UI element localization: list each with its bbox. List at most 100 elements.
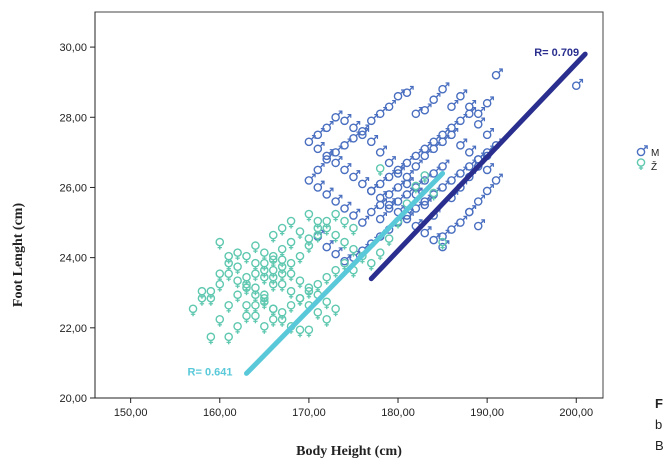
- legend: MŽ: [636, 145, 659, 173]
- female-point: [188, 304, 198, 317]
- male-point: [366, 184, 379, 196]
- male-point: [340, 201, 352, 213]
- male-point: [491, 68, 503, 80]
- male-point: [349, 120, 361, 133]
- female-point: [286, 300, 296, 313]
- x-tick-label: 190,00: [470, 407, 504, 419]
- female-point: [251, 258, 260, 271]
- male-point: [340, 113, 352, 126]
- male-point: [411, 106, 423, 119]
- female-point: [224, 258, 233, 271]
- female-point: [197, 286, 207, 299]
- fit-lines: R= 0.709 R= 0.641: [188, 47, 588, 378]
- male-point: [447, 222, 459, 234]
- female-point: [331, 230, 340, 243]
- male-point: [438, 128, 450, 140]
- female-point: [322, 297, 332, 310]
- male-point: [447, 99, 459, 112]
- female-point: [286, 237, 296, 250]
- female-point: [277, 255, 287, 268]
- female-point: [215, 314, 225, 327]
- female-point: [224, 300, 233, 313]
- female-point: [349, 244, 358, 257]
- caption-line-2: b: [655, 417, 663, 432]
- male-point: [322, 187, 334, 199]
- y-tick-label: 30,00: [59, 42, 87, 54]
- female-point: [233, 248, 242, 261]
- female-point: [260, 272, 269, 285]
- female-point: [331, 209, 340, 222]
- female-point: [331, 304, 340, 317]
- x-tick-label: 200,00: [559, 407, 593, 419]
- female-point: [313, 279, 323, 292]
- female-point: [295, 251, 305, 264]
- male-point: [456, 89, 468, 101]
- legend-female-icon: [636, 158, 646, 170]
- male-point: [420, 142, 432, 154]
- x-axis-label: Body Height (cm): [296, 444, 402, 459]
- fit-line-female: [244, 170, 446, 376]
- female-point: [224, 332, 233, 345]
- male-point: [331, 156, 343, 168]
- male-point: [304, 173, 316, 185]
- male-point: [331, 194, 343, 206]
- female-point: [322, 272, 332, 285]
- female-point: [375, 248, 385, 261]
- female-point: [242, 279, 251, 292]
- male-point: [340, 138, 352, 150]
- male-point: [375, 145, 387, 157]
- female-point: [304, 234, 314, 247]
- male-point: [491, 173, 503, 185]
- male-point: [465, 145, 477, 157]
- female-point: [304, 209, 314, 222]
- x-tick-label: 150,00: [114, 407, 148, 419]
- male-point: [473, 106, 486, 119]
- male-point: [473, 219, 486, 231]
- female-point: [322, 314, 332, 327]
- x-tick-label: 160,00: [203, 407, 237, 419]
- male-point: [571, 78, 584, 90]
- male-point: [482, 184, 494, 196]
- male-point: [366, 135, 379, 147]
- male-point: [358, 177, 370, 189]
- female-point: [304, 286, 314, 299]
- male-point: [393, 89, 405, 101]
- female-point: [375, 164, 385, 176]
- female-point: [233, 290, 242, 303]
- caption-line-3: B: [655, 438, 664, 453]
- female-point: [251, 311, 260, 324]
- male-point: [482, 128, 494, 140]
- fit-label-female: R= 0.641: [188, 366, 233, 378]
- male-point: [331, 110, 343, 122]
- legend-label: M: [651, 148, 659, 159]
- female-point: [295, 227, 305, 240]
- legend-male-icon: [636, 145, 648, 157]
- female-point: [277, 307, 287, 320]
- male-point: [366, 113, 379, 126]
- male-point: [411, 149, 423, 161]
- male-point: [349, 208, 361, 220]
- female-point: [340, 216, 349, 229]
- male-point: [331, 247, 343, 259]
- female-point: [366, 258, 376, 271]
- female-point: [215, 269, 225, 282]
- y-tick-label: 24,00: [59, 253, 87, 265]
- female-point: [295, 293, 305, 306]
- male-point: [447, 120, 459, 133]
- male-point: [420, 226, 432, 238]
- female-point: [286, 269, 296, 282]
- male-point: [456, 113, 468, 126]
- female-point: [313, 307, 323, 320]
- female-point: [411, 181, 421, 194]
- male-point: [420, 103, 432, 115]
- male-point: [402, 85, 414, 98]
- female-point: [295, 276, 305, 289]
- female-point: [420, 171, 430, 183]
- female-point: [268, 304, 278, 317]
- female-point: [206, 293, 216, 306]
- male-point: [429, 92, 441, 105]
- female-point: [268, 265, 278, 278]
- male-point: [384, 156, 396, 168]
- female-point: [304, 325, 314, 338]
